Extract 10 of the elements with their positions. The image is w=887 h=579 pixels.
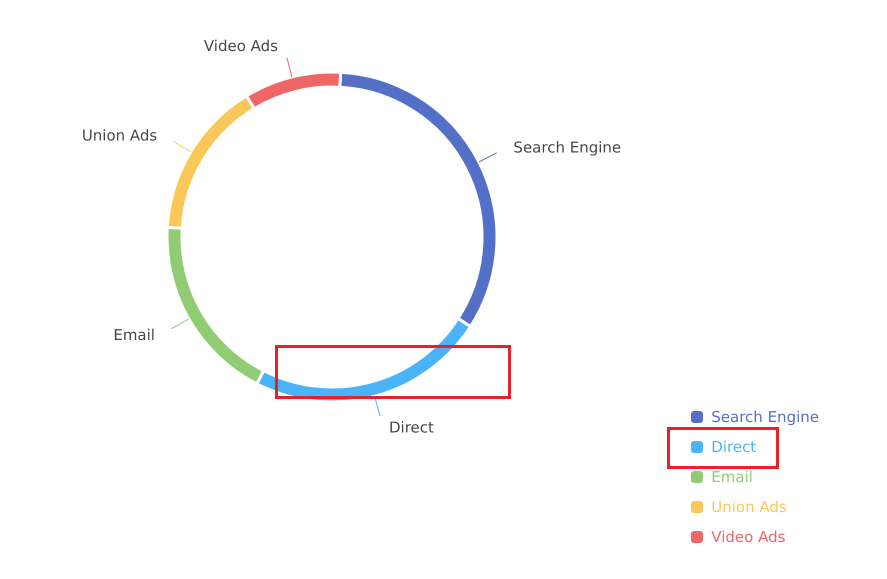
legend-label: Video Ads (711, 527, 786, 548)
slice-label: Union Ads (82, 126, 158, 144)
slice-label: Search Engine (513, 138, 622, 156)
legend-label: Direct (711, 437, 756, 458)
legend-label: Search Engine (711, 407, 819, 428)
slice-label: Direct (388, 418, 434, 436)
legend-label: Union Ads (711, 497, 787, 518)
slice-label: Video Ads (204, 36, 278, 55)
legend-label: Email (711, 467, 753, 488)
slice-label: Email (113, 326, 155, 344)
